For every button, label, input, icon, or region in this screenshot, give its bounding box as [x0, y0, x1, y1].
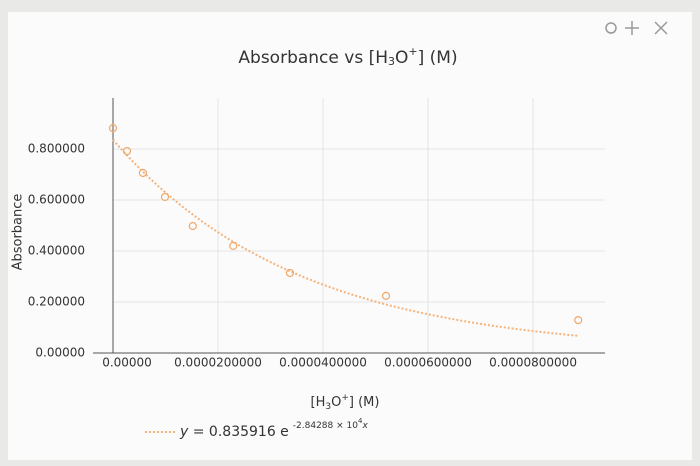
pan-icon[interactable]: [625, 21, 639, 35]
x-tick-label: 0.0000400000: [279, 356, 367, 370]
x-tick-label: 0.0000200000: [174, 356, 262, 370]
x-label-text: O: [331, 395, 341, 410]
legend-text: = 0.835916 e: [188, 424, 289, 440]
title-text: O: [395, 48, 408, 68]
y-tick-label: 0.200000: [28, 295, 85, 309]
title-text: Absorbance vs [H: [238, 48, 388, 68]
title-superscript: +: [408, 45, 417, 58]
zoom-icon[interactable]: [605, 22, 617, 34]
x-label-text: [H: [311, 395, 326, 410]
x-tick-label: 0.0000800000: [489, 356, 577, 370]
trendline: [112, 139, 579, 337]
reset-icon[interactable]: [654, 21, 668, 35]
data-point: [122, 146, 132, 156]
data-point: [160, 192, 170, 202]
x-label-superscript: +: [341, 393, 349, 403]
title-text: ] (M): [418, 48, 458, 68]
legend-exponent: -2.84288 × 10: [293, 421, 358, 431]
data-point: [381, 291, 391, 300]
data-point: [138, 168, 148, 178]
x-tick-label: 0.0000600000: [384, 356, 472, 370]
data-point: [188, 221, 197, 231]
y-tick-label: 0.600000: [28, 193, 85, 207]
data-point: [574, 316, 583, 325]
legend-exponent: x: [361, 421, 368, 431]
x-label-subscript: 3: [325, 402, 331, 412]
x-tick-label: 0.00000: [102, 356, 152, 370]
legend-label: y = 0.835916 e -2.84288 × 104x: [179, 417, 368, 440]
title-subscript: 3: [388, 55, 395, 68]
x-label-text: ] (M): [349, 395, 380, 410]
data-point: [108, 123, 118, 133]
legend-text: y: [179, 424, 189, 440]
legend-exponent: 4: [358, 417, 363, 425]
chart-background: [8, 12, 692, 460]
y-tick-label: 0.800000: [28, 142, 85, 156]
chart-title: Absorbance vs [H3O+] (M): [238, 45, 457, 68]
x-axis-label: [H3O+] (M): [311, 393, 380, 412]
y-tick-label: 0.00000: [35, 346, 85, 360]
data-point: [229, 241, 238, 250]
toolbar: [605, 21, 668, 35]
legend: y = 0.835916 e -2.84288 × 104x: [145, 417, 368, 440]
y-tick-label: 0.400000: [28, 244, 85, 258]
data-point: [285, 268, 295, 278]
y-axis-label: Absorbance: [11, 194, 26, 271]
